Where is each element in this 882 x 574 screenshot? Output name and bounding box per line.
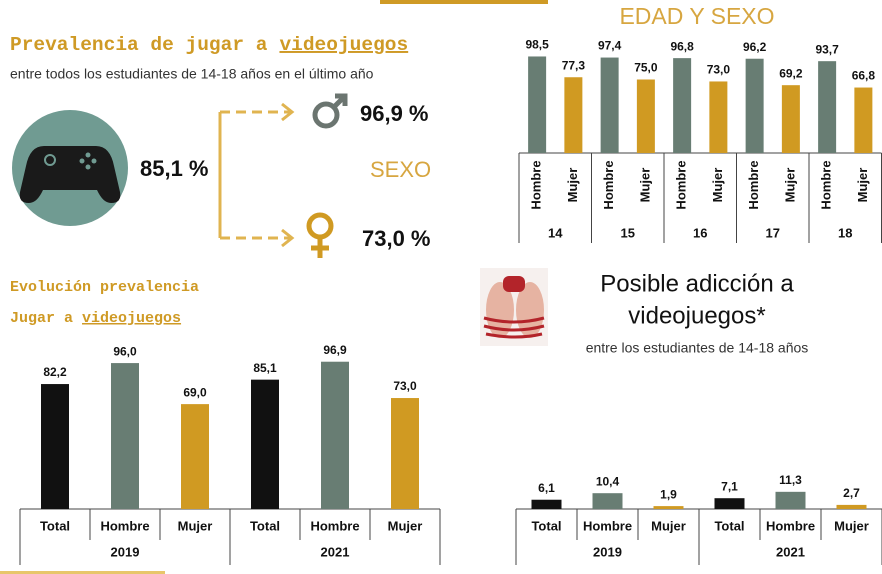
- bar: [564, 77, 583, 153]
- bar: [181, 404, 209, 509]
- category-label: Hombre: [766, 518, 815, 533]
- data-label: 98,5: [525, 38, 549, 52]
- bracket: [218, 102, 295, 248]
- male-symbol: [312, 93, 348, 129]
- category-label: Hombre: [746, 160, 761, 209]
- data-label: 7,1: [721, 479, 738, 493]
- category-label: Mujer: [178, 518, 213, 533]
- bar: [836, 504, 867, 509]
- data-label: 69,0: [183, 385, 207, 399]
- bar: [531, 499, 562, 509]
- bar: [709, 81, 728, 153]
- data-label: 93,7: [815, 42, 839, 56]
- data-label: 2,7: [843, 486, 860, 500]
- hands-icon: [480, 268, 548, 346]
- chart-title: videojuegos*: [628, 302, 765, 329]
- category-label: Hombre: [819, 160, 834, 209]
- decor-line: [0, 571, 165, 574]
- female-symbol: [306, 212, 334, 258]
- group-label: 15: [621, 225, 635, 240]
- data-label: 73,0: [707, 63, 731, 77]
- bar: [321, 361, 349, 509]
- header-subtitle: entre todos los estudiantes de 14-18 año…: [10, 66, 374, 82]
- chart-subtitle: Jugar a videojuegos: [10, 310, 181, 327]
- bar: [653, 506, 684, 509]
- bar: [528, 56, 547, 153]
- data-label: 69,2: [779, 66, 803, 80]
- category-label: Hombre: [601, 160, 616, 209]
- data-label: 96,9: [323, 343, 347, 357]
- bar: [854, 87, 873, 153]
- decor-line: [380, 0, 548, 4]
- data-label: 10,4: [596, 474, 620, 488]
- data-label: 82,2: [43, 365, 67, 379]
- male-value: 96,9 %: [360, 101, 429, 126]
- group-label: 2021: [321, 544, 350, 559]
- chart-title: Evolución prevalencia: [10, 279, 199, 296]
- category-label: Hombre: [310, 518, 359, 533]
- group-label: 2021: [776, 544, 805, 559]
- chart-title: Posible adicción a: [600, 270, 794, 297]
- group-label: 18: [838, 225, 852, 240]
- data-label: 1,9: [660, 487, 677, 501]
- category-label: Total: [531, 518, 561, 533]
- gamepad-icon: [19, 146, 121, 203]
- data-label: 96,0: [113, 344, 137, 358]
- bar: [818, 61, 837, 154]
- bar: [111, 363, 139, 509]
- bar: [636, 79, 655, 153]
- category-label: Hombre: [583, 518, 632, 533]
- bar: [41, 384, 69, 509]
- category-label: Total: [250, 518, 280, 533]
- category-label: Mujer: [388, 518, 423, 533]
- category-label: Mujer: [637, 168, 652, 203]
- header-title: Prevalencia de jugar a videojuegos: [10, 34, 408, 56]
- bar: [714, 498, 745, 509]
- data-label: 66,8: [852, 69, 876, 83]
- category-label: Hombre: [529, 160, 544, 209]
- group-label: 17: [766, 225, 780, 240]
- data-label: 6,1: [538, 481, 555, 495]
- bar: [592, 493, 623, 509]
- bar: [781, 85, 800, 153]
- bar: [251, 379, 279, 509]
- bar: [391, 398, 419, 509]
- category-label: Hombre: [100, 518, 149, 533]
- category-label: Total: [40, 518, 70, 533]
- data-label: 75,0: [634, 61, 658, 75]
- bar: [775, 491, 806, 509]
- category-label: Hombre: [674, 160, 689, 209]
- category-label: Mujer: [565, 168, 580, 203]
- data-label: 77,3: [562, 58, 586, 72]
- chart-title: EDAD Y SEXO: [619, 3, 774, 29]
- data-label: 96,2: [743, 40, 767, 54]
- female-value: 73,0 %: [362, 226, 431, 251]
- category-label: Mujer: [834, 518, 869, 533]
- sex-label: SEXO: [370, 157, 431, 182]
- group-label: 2019: [111, 544, 140, 559]
- category-label: Mujer: [782, 168, 797, 203]
- group-label: 16: [693, 225, 707, 240]
- data-label: 73,0: [393, 379, 417, 393]
- data-label: 11,3: [779, 473, 802, 487]
- bar: [745, 58, 764, 153]
- data-label: 85,1: [253, 361, 277, 375]
- bar: [673, 58, 692, 153]
- category-label: Mujer: [855, 168, 870, 203]
- chart-subtitle: entre los estudiantes de 14-18 años: [586, 340, 809, 356]
- group-label: 14: [548, 225, 563, 240]
- category-label: Mujer: [710, 168, 725, 203]
- data-label: 96,8: [670, 39, 694, 53]
- category-label: Mujer: [651, 518, 686, 533]
- group-label: 2019: [593, 544, 622, 559]
- bar: [600, 57, 619, 153]
- category-label: Total: [714, 518, 744, 533]
- data-label: 97,4: [598, 39, 622, 53]
- total-value: 85,1 %: [140, 156, 209, 181]
